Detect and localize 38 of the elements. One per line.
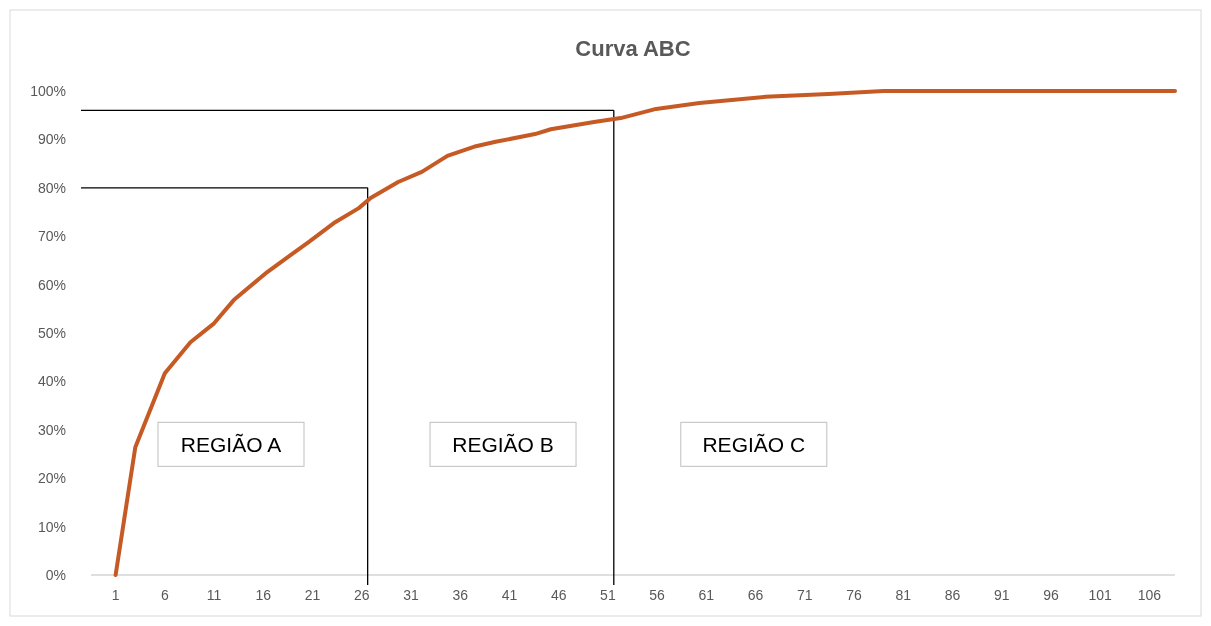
y-tick-label: 20% xyxy=(37,470,66,487)
x-tick-label: 61 xyxy=(698,587,715,603)
x-tick-label: 81 xyxy=(895,587,912,603)
x-tick-label: 31 xyxy=(403,587,419,603)
y-tick-label: 30% xyxy=(37,421,66,438)
x-tick-label: 106 xyxy=(1137,587,1162,603)
x-tick-label: 41 xyxy=(501,587,518,603)
x-tick-label: 51 xyxy=(600,587,616,603)
x-tick-label: 16 xyxy=(255,587,272,603)
y-tick-label: 60% xyxy=(37,276,66,293)
y-tick-label: 0% xyxy=(45,567,66,583)
x-tick-label: 71 xyxy=(797,587,813,603)
x-tick-label: 26 xyxy=(353,587,370,603)
x-tick-label: 56 xyxy=(649,587,666,603)
x-tick-label: 21 xyxy=(304,587,321,603)
y-tick-label: 70% xyxy=(37,228,66,245)
x-tick-label: 91 xyxy=(993,587,1010,603)
y-tick-label: 50% xyxy=(37,325,66,341)
y-tick-label: 80% xyxy=(37,179,66,196)
chart-title: Curva ABC xyxy=(575,36,691,61)
y-tick-label: 100% xyxy=(30,83,66,99)
y-tick-label: 40% xyxy=(37,373,66,390)
annotation: REGIÃO B xyxy=(452,433,554,457)
annotation: REGIÃO C xyxy=(702,433,806,457)
y-tick-label: 90% xyxy=(37,131,66,148)
x-tick-label: 86 xyxy=(944,587,961,603)
x-tick-label: 11 xyxy=(206,587,222,603)
x-tick-label: 6 xyxy=(160,587,169,603)
line-series xyxy=(113,89,1177,577)
x-tick-label: 66 xyxy=(747,587,764,603)
y-tick-label: 10% xyxy=(37,518,66,535)
annotation: REGIÃO A xyxy=(180,433,282,457)
x-tick-label: 46 xyxy=(550,587,567,603)
x-tick-label: 101 xyxy=(1088,587,1113,603)
x-tick-label: 1 xyxy=(111,587,120,603)
x-tick-label: 36 xyxy=(452,587,469,603)
x-tick-label: 96 xyxy=(1043,587,1059,603)
x-tick-label: 76 xyxy=(846,587,863,603)
